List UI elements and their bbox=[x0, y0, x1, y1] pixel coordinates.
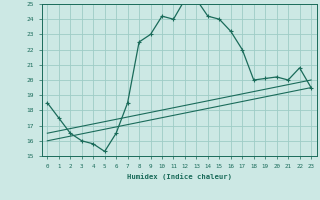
X-axis label: Humidex (Indice chaleur): Humidex (Indice chaleur) bbox=[127, 173, 232, 180]
